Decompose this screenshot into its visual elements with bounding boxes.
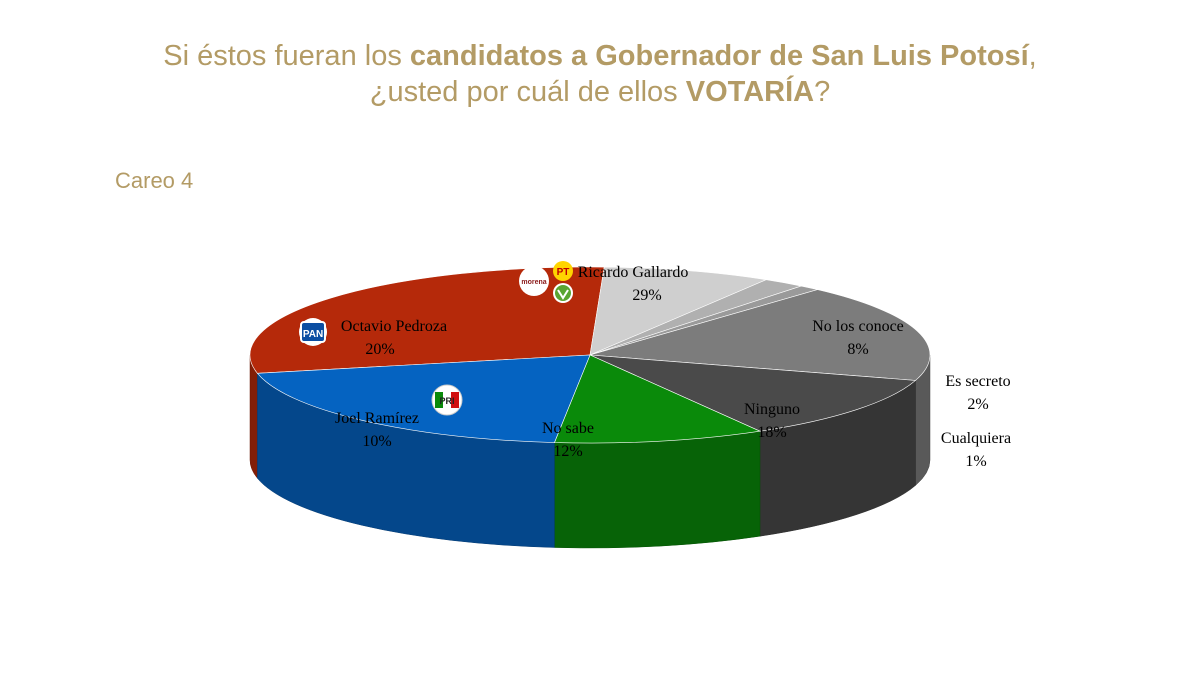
slice-side-ricardo — [249, 354, 258, 479]
label-name-no-los-conoce: No los conoce — [812, 318, 904, 335]
label-name-no-sabe: No sabe — [542, 420, 594, 437]
pvem-logo-icon — [553, 283, 573, 303]
label-value-ninguno: 18% — [757, 424, 786, 441]
slice-no-los-conoce — [589, 266, 768, 356]
label-name-es-secreto: Es secreto — [945, 373, 1010, 390]
slice-ninguno — [589, 289, 931, 381]
label-name-cualquiera: Cualquiera — [941, 430, 1011, 447]
pri-logo-icon: PRI — [431, 384, 463, 416]
label-name-ricardo: Ricardo Gallardo — [578, 264, 689, 281]
label-value-es-secreto: 2% — [967, 396, 988, 413]
label-value-cualquiera: 1% — [965, 453, 986, 470]
pie-sides — [249, 354, 931, 549]
party-logos: PAN PRI morena PT — [299, 261, 573, 416]
label-value-no-sabe: 12% — [553, 443, 582, 460]
label-name-octavio: Octavio Pedroza — [341, 318, 447, 335]
pie-slices — [249, 266, 931, 444]
svg-text:PAN: PAN — [303, 329, 323, 340]
slice-octavio — [256, 354, 591, 443]
slice-joel — [554, 354, 762, 444]
pan-logo-icon: PAN — [299, 318, 327, 346]
slice-ricardo — [249, 266, 605, 374]
svg-text:morena: morena — [521, 279, 546, 286]
label-name-joel: Joel Ramírez — [335, 410, 419, 427]
label-name-ninguno: Ninguno — [744, 401, 800, 418]
morena-logo-icon: morena — [519, 266, 549, 296]
svg-text:PT: PT — [557, 267, 570, 278]
pt-logo-icon: PT — [553, 261, 573, 281]
slice-side-joel — [554, 430, 761, 549]
label-value-no-los-conoce: 8% — [847, 341, 868, 358]
slice-labels: Ricardo Gallardo 29% No los conoce 8% Es… — [335, 264, 1011, 470]
svg-text:PRI: PRI — [439, 396, 454, 406]
slice-no-sabe — [589, 354, 917, 432]
label-value-ricardo: 29% — [632, 287, 661, 304]
label-value-octavio: 20% — [365, 341, 394, 358]
label-value-joel: 10% — [362, 433, 391, 450]
chart-title: Si éstos fueran los candidatos a Goberna… — [163, 40, 1037, 108]
chart-subtitle: Careo 4 — [115, 168, 194, 193]
